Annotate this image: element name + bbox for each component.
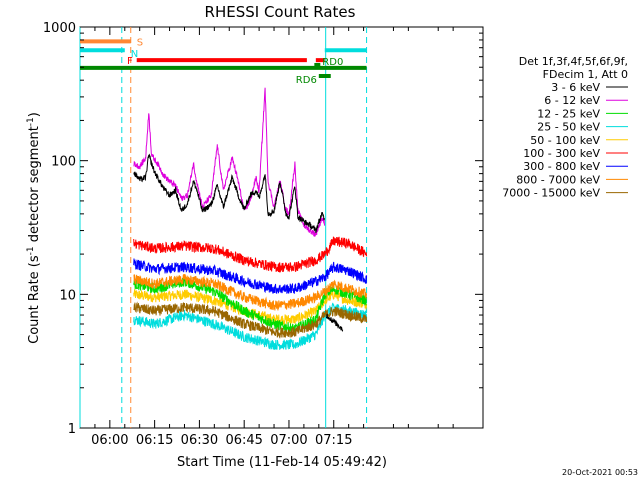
series-trace: [133, 273, 368, 311]
series-100-300-keV-line: [133, 236, 368, 274]
flag-bars: SNF RD6 RD0: [80, 37, 367, 86]
series-trace: [133, 153, 325, 234]
flag-label: N: [131, 49, 138, 60]
flag-label: S: [137, 37, 143, 48]
x-tick-label: 06:00: [91, 433, 128, 448]
series-3-6-keV-line: [133, 153, 344, 332]
x-tick-label: 06:30: [181, 433, 218, 448]
x-axis-label: Start Time (11-Feb-14 05:49:42): [177, 455, 387, 470]
y-tick-label: 100: [51, 155, 76, 170]
series-trace: [133, 236, 368, 274]
legend-item-label: 3 - 6 keV: [551, 81, 600, 94]
y-axis: 1 10 100 1000: [43, 21, 483, 437]
legend-item-label: 100 - 300 keV: [523, 147, 600, 160]
y-label-pre: Count Rate (s: [27, 255, 42, 344]
y-label-post: ): [27, 112, 42, 117]
y-label-sup1: -1: [26, 246, 36, 255]
series-trace: [325, 313, 344, 332]
x-tick-label: 06:45: [225, 433, 262, 448]
x-tick-label: 07:15: [315, 433, 352, 448]
legend-item-label: 25 - 50 keV: [537, 121, 600, 134]
series-trace: [133, 258, 368, 294]
series-800-7000-keV-line: [133, 273, 368, 311]
legend: Det 1f,3f,4f,5f,6f,9f,FDecim 1, Att 03 -…: [502, 55, 628, 200]
legend-item-label: 800 - 7000 keV: [516, 173, 600, 186]
plot-frame: [79, 26, 484, 429]
series-group: [133, 87, 368, 350]
legend-item-label: 12 - 25 keV: [537, 107, 600, 120]
legend-header: Det 1f,3f,4f,5f,6f,9f,: [519, 55, 628, 68]
legend-item-label: 6 - 12 keV: [544, 94, 600, 107]
series-300-800-keV-line: [133, 258, 368, 294]
timestamp: 20-Oct-2021 00:53: [562, 468, 638, 477]
y-label-mid: detector segment: [27, 126, 42, 246]
legend-header: FDecim 1, Att 0: [543, 68, 628, 81]
series-trace: [133, 87, 325, 237]
flag-label: RD0: [322, 57, 343, 68]
y-axis-label: Count Rate (s-1 detector segment-1): [26, 112, 42, 344]
chart-title: RHESSI Count Rates: [205, 3, 356, 21]
legend-item-label: 50 - 100 keV: [530, 134, 600, 147]
x-axis: 06:00 06:15 06:30 06:45 07:00 07:15: [91, 27, 454, 448]
x-tick-label: 07:00: [270, 433, 307, 448]
x-tick-label: 06:15: [136, 433, 173, 448]
legend-item-label: 300 - 800 keV: [523, 160, 600, 173]
y-tick-label: 10: [59, 288, 76, 303]
series-6-12-keV-line: [133, 87, 325, 237]
flag-label: F: [127, 56, 133, 67]
y-tick-label: 1: [68, 422, 76, 437]
y-label-sup2: -1: [26, 117, 36, 126]
legend-item-label: 7000 - 15000 keV: [502, 187, 600, 200]
y-tick-label: 1000: [43, 21, 76, 36]
flag-label: RD6: [296, 75, 317, 86]
time-markers: [79, 27, 368, 428]
